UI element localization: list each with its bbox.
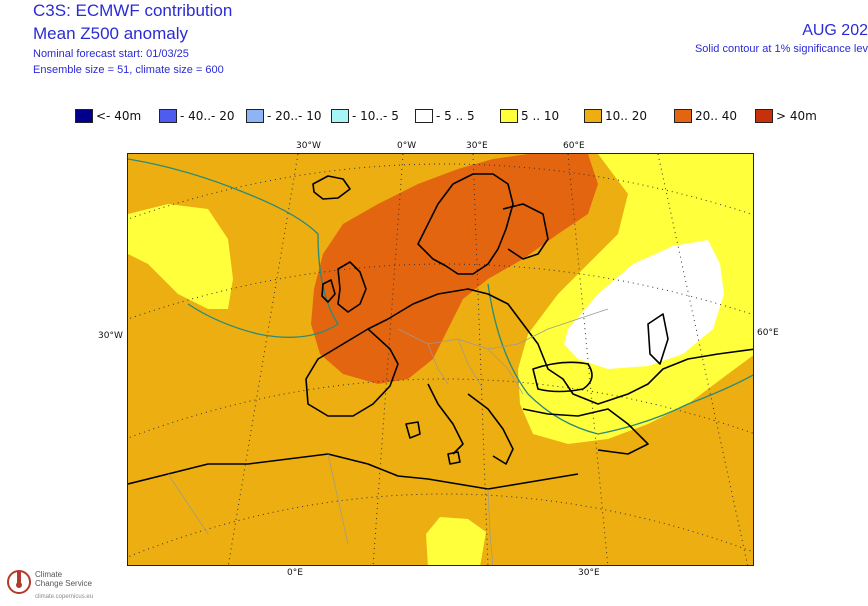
legend-label: 5 .. 10 — [521, 109, 560, 123]
logo-line-1: Climate — [35, 570, 63, 579]
left-label-30w: 30°W — [98, 331, 123, 341]
legend-item: <- 40m — [75, 107, 141, 125]
title-line-2: Mean Z500 anomaly — [33, 24, 188, 43]
ensemble-size: Ensemble size = 51, climate size = 600 — [33, 64, 224, 76]
valid-date: AUG 202 — [802, 22, 868, 39]
legend-swatch — [500, 109, 518, 123]
legend-item: - 20..- 10 — [246, 107, 321, 125]
significance-note: Solid contour at 1% significance lev — [694, 43, 868, 55]
logo-text: Climate Change Service — [35, 570, 92, 588]
title-block: C3S: ECMWF contribution Mean Z500 anomal… — [33, 0, 232, 78]
significance-contour — [128, 158, 753, 435]
anomaly-map — [127, 153, 754, 566]
legend-swatch — [674, 109, 692, 123]
top-label-60e: 60°E — [563, 141, 585, 151]
legend-item: 20.. 40 — [674, 107, 737, 125]
legend-swatch — [159, 109, 177, 123]
graticule — [128, 154, 753, 565]
legend-label: 10.. 20 — [605, 109, 647, 123]
legend-label: > 40m — [776, 109, 817, 123]
legend-item: > 40m — [755, 107, 817, 125]
right-label-60e: 60°E — [757, 328, 779, 338]
bottom-label-0e: 0°E — [287, 568, 303, 578]
band-20-40 — [311, 154, 598, 384]
coastlines — [128, 173, 753, 490]
legend-item: 5 .. 10 — [500, 107, 559, 125]
copernicus-logo: Climate Change Service climate.copernicu… — [6, 560, 116, 604]
legend-swatch — [755, 109, 773, 123]
legend-item: - 5 .. 5 — [415, 107, 475, 125]
legend-item: - 10..- 5 — [331, 107, 399, 125]
legend-item: - 40..- 20 — [159, 107, 234, 125]
logo-url: climate.copernicus.eu — [35, 594, 94, 600]
borders — [167, 308, 609, 565]
legend-swatch — [246, 109, 264, 123]
band-5-10-atlantic — [128, 204, 233, 309]
title-line-1: C3S: ECMWF contribution — [33, 1, 233, 20]
legend-item: 10.. 20 — [584, 107, 647, 125]
band-neutral — [564, 240, 724, 369]
legend-swatch — [75, 109, 93, 123]
bottom-label-30e: 30°E — [578, 568, 600, 578]
band-5-10-south — [426, 517, 486, 565]
legend-label: - 20..- 10 — [267, 109, 322, 123]
legend-swatch — [584, 109, 602, 123]
legend-label: 20.. 40 — [695, 109, 737, 123]
legend-swatch — [331, 109, 349, 123]
top-label-30w: 30°W — [296, 141, 321, 151]
right-header: AUG 202 Solid contour at 1% significance… — [608, 21, 868, 57]
legend-label: - 40..- 20 — [180, 109, 235, 123]
legend-swatch — [415, 109, 433, 123]
legend-label: <- 40m — [96, 109, 142, 123]
top-label-30e: 30°E — [466, 141, 488, 151]
legend-label: - 5 .. 5 — [436, 109, 475, 123]
top-label-0w: 0°W — [397, 141, 417, 151]
thermometer-icon — [7, 570, 31, 594]
forecast-start: Nominal forecast start: 01/03/25 — [33, 48, 189, 60]
map-svg — [128, 154, 753, 565]
logo-line-2: Change Service — [35, 579, 92, 588]
band-5-10-edge — [668, 154, 753, 322]
legend-label: - 10..- 5 — [352, 109, 399, 123]
